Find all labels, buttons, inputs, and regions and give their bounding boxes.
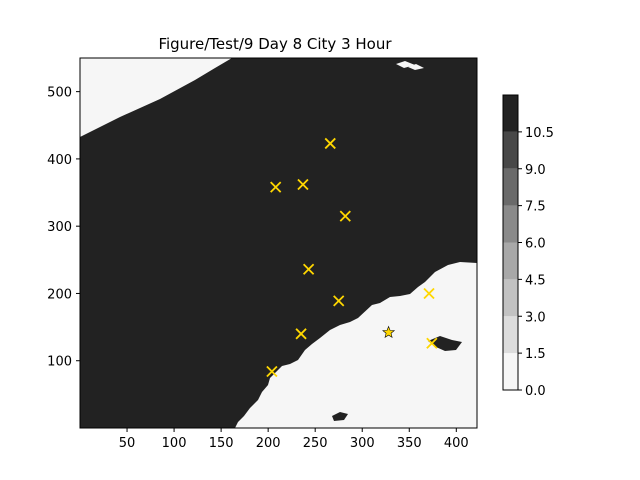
city-marker bbox=[295, 328, 307, 340]
city-marker bbox=[297, 178, 309, 191]
light-patch bbox=[108, 67, 126, 76]
dark-island bbox=[332, 412, 348, 421]
city-marker bbox=[266, 365, 278, 378]
y-tick-label: 500 bbox=[47, 86, 72, 101]
x-axis: 50 100 150 200 250 300 350 400 bbox=[119, 428, 469, 451]
colorbar-tick-label: 3.0 bbox=[525, 310, 546, 325]
plot-frame bbox=[79, 57, 478, 429]
colorbar-segment bbox=[503, 168, 518, 206]
city-marker bbox=[333, 295, 345, 307]
dark-region bbox=[80, 58, 477, 428]
colorbar-tick-label: 1.5 bbox=[525, 347, 546, 362]
city-markers bbox=[266, 137, 438, 378]
light-patch bbox=[408, 64, 424, 70]
city-marker bbox=[426, 337, 438, 349]
colorbar-segment bbox=[503, 205, 518, 243]
y-tick-label: 300 bbox=[47, 220, 72, 235]
light-patch bbox=[81, 70, 96, 76]
colorbar-tick-label: 9.0 bbox=[525, 163, 546, 178]
colorbar-tick-label: 6.0 bbox=[525, 237, 546, 252]
colorbar-segment bbox=[503, 316, 518, 354]
colorbar-tick-label: 0.0 bbox=[525, 384, 546, 399]
colorbar-tick-label: 7.5 bbox=[525, 200, 546, 215]
colorbar-tick-label: 10.5 bbox=[525, 126, 554, 141]
colorbar-segment bbox=[503, 353, 518, 390]
x-tick-label: 400 bbox=[444, 436, 469, 451]
plot-area bbox=[79, 57, 478, 429]
x-tick-label: 50 bbox=[119, 436, 136, 451]
colorbar-segment bbox=[503, 95, 518, 132]
colorbar-segment bbox=[503, 279, 518, 317]
city-marker bbox=[324, 137, 336, 150]
colorbar-segment bbox=[503, 131, 518, 169]
y-tick-label: 400 bbox=[47, 153, 72, 168]
colorbar-segment bbox=[503, 242, 518, 280]
city-marker bbox=[423, 287, 435, 300]
city-marker bbox=[270, 181, 282, 193]
y-axis: 100 200 300 400 500 bbox=[47, 86, 80, 370]
x-tick-label: 300 bbox=[350, 436, 375, 451]
y-tick-label: 200 bbox=[47, 287, 72, 302]
x-tick-label: 250 bbox=[303, 436, 328, 451]
x-tick-label: 150 bbox=[209, 436, 234, 451]
city-marker bbox=[302, 263, 315, 275]
chart-title: Figure/Test/9 Day 8 City 3 Hour bbox=[158, 35, 392, 53]
colorbar-tick-label: 4.5 bbox=[525, 273, 546, 288]
city-marker bbox=[339, 210, 351, 222]
colorbar: 0.0 1.5 3.0 4.5 6.0 7.5 9.0 10.5 bbox=[502, 94, 554, 399]
x-tick-label: 100 bbox=[162, 436, 187, 451]
x-tick-label: 200 bbox=[256, 436, 281, 451]
x-tick-label: 350 bbox=[397, 436, 422, 451]
depot-marker bbox=[382, 325, 396, 338]
y-tick-label: 100 bbox=[47, 355, 72, 370]
